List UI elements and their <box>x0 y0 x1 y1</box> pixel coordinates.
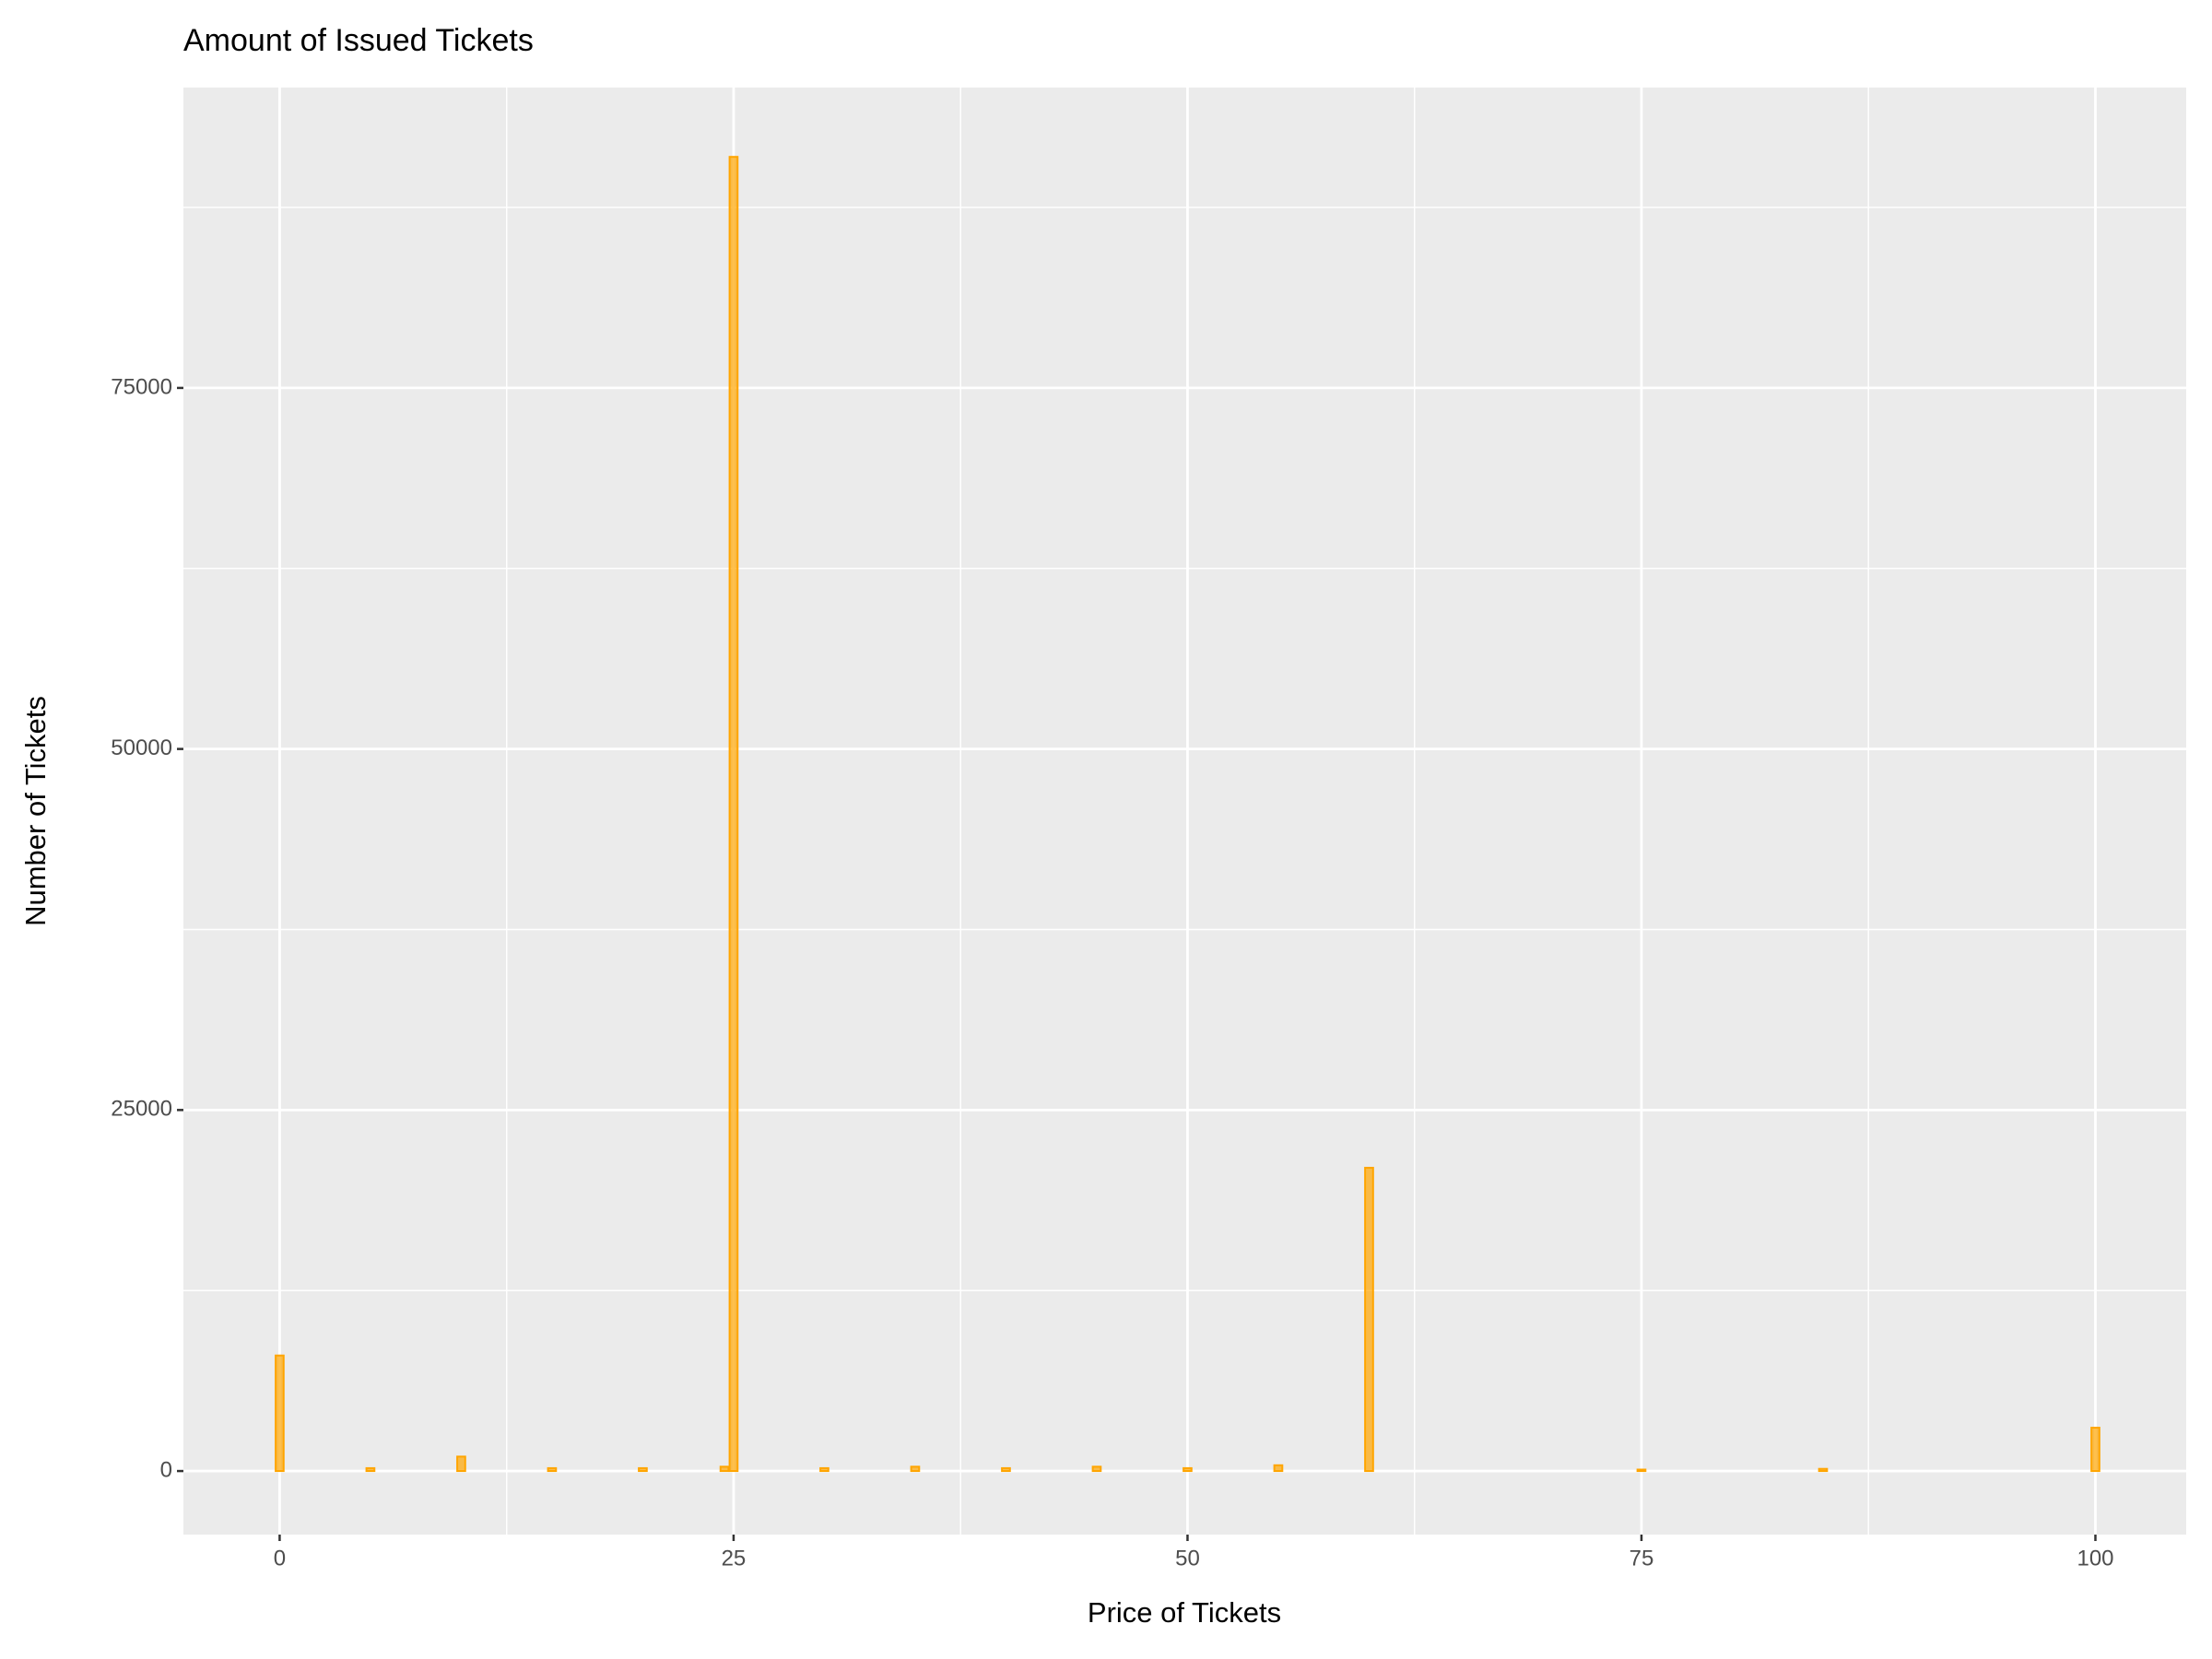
bar <box>1182 1466 1193 1473</box>
bar <box>1636 1468 1647 1473</box>
bar <box>719 1465 730 1473</box>
y-axis-title: Number of Tickets <box>19 696 52 926</box>
x-tick-label: 100 <box>2077 1546 2113 1571</box>
panel <box>183 88 2186 1535</box>
bar <box>275 1354 285 1473</box>
bar <box>1001 1466 1011 1473</box>
x-tick-label: 50 <box>1175 1546 1200 1571</box>
bar <box>1364 1167 1374 1473</box>
bar <box>1273 1464 1284 1473</box>
bar <box>365 1466 376 1473</box>
x-tick-label: 0 <box>274 1546 286 1571</box>
bar <box>1818 1467 1829 1473</box>
y-tick-label: 50000 <box>111 735 172 760</box>
y-tick-label: 0 <box>160 1457 172 1482</box>
bar <box>547 1466 558 1473</box>
x-axis-title: Price of Tickets <box>1088 1596 1281 1629</box>
bar <box>638 1466 648 1473</box>
chart-title: Amount of Issued Tickets <box>183 23 534 58</box>
bar <box>1091 1465 1102 1473</box>
y-tick-label: 75000 <box>111 374 172 399</box>
x-tick-label: 75 <box>1630 1546 1654 1571</box>
y-tick-label: 25000 <box>111 1097 172 1122</box>
bar <box>456 1455 466 1473</box>
bar <box>819 1466 830 1473</box>
bar <box>910 1465 921 1473</box>
x-tick-label: 25 <box>722 1546 747 1571</box>
bar <box>728 156 739 1473</box>
bar <box>2090 1427 2100 1473</box>
